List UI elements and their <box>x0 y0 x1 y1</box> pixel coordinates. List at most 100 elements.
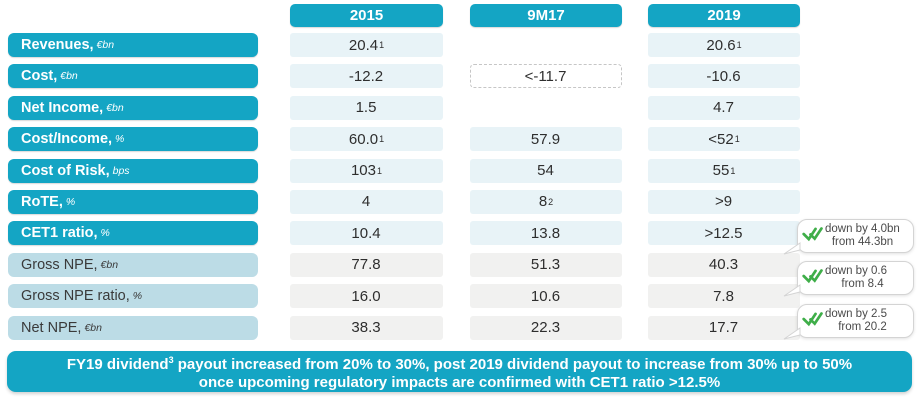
table-cell-9m17 <box>470 33 622 57</box>
table-row: Cost/Income, % 60.0 1 57.9 <52 1 <box>0 127 919 152</box>
row-label: Cost/Income, % <box>8 127 258 152</box>
metric-unit: % <box>115 133 125 146</box>
cell-value: 4 <box>361 193 371 211</box>
table-cell-2015: 103 1 <box>290 158 443 183</box>
callout-tail <box>783 284 801 297</box>
table-cell-2015: -12.2 <box>290 64 443 89</box>
table-cell-2019: 40.3 <box>648 252 800 277</box>
metric-name: Net NPE, <box>21 319 82 336</box>
cell-value: 60.0 <box>348 130 379 148</box>
cell-value: 77.8 <box>351 256 381 274</box>
row-label: Gross NPE ratio, % <box>8 284 258 309</box>
double-check-icon <box>802 227 823 242</box>
cell-value: 8 <box>538 193 548 211</box>
table-cell-2019: 55 1 <box>648 158 800 183</box>
table-row: Cost, €bn -12.2 <-11.7 -10.6 <box>0 64 919 89</box>
table-cell-2019: >12.5 <box>648 221 800 246</box>
table-cell-2015: 1.5 <box>290 95 443 120</box>
cell-value: 4.7 <box>713 99 734 117</box>
cell-value: 20.6 <box>706 36 736 54</box>
table-row: Gross NPE, €bn 77.8 51.3 40.3 <box>0 252 919 277</box>
metric-name: Gross NPE ratio, <box>21 288 130 305</box>
row-label: Cost, €bn <box>8 64 258 89</box>
row-label: CET1 ratio, % <box>8 221 258 246</box>
table-cell-9m17: <-11.7 <box>470 64 622 89</box>
metric-name: CET1 ratio, <box>21 225 98 242</box>
cell-value: -12.2 <box>348 67 384 85</box>
table-cell-2015: 16.0 <box>290 284 443 309</box>
table-cell-2019: >9 <box>648 189 800 214</box>
table-cell-2015: 20.4 1 <box>290 33 443 57</box>
callout-text-line2: from 8.4 <box>841 278 884 290</box>
cell-value: 103 <box>350 162 376 180</box>
cell-value: 38.3 <box>351 319 381 337</box>
cell-value: <-11.7 <box>524 67 567 85</box>
footnote-marker: 3 <box>168 355 174 365</box>
cell-value: 55 <box>712 162 730 180</box>
cell-value: 57.9 <box>530 130 561 148</box>
table-cell-9m17: 54 <box>470 158 622 183</box>
metric-name: Cost, <box>21 68 58 85</box>
callout-bubble: down by 0.6 from 8.4 <box>783 261 914 297</box>
callout-text-line1: down by 2.5 <box>825 308 888 320</box>
metric-name: Cost of Risk, <box>21 162 110 179</box>
table-cell-2019: 17.7 <box>648 315 800 340</box>
dividend-banner: FY19 dividend3 payout increased from 20%… <box>7 351 912 392</box>
table-cell-2019: 4.7 <box>648 95 800 120</box>
table-cell-9m17: 51.3 <box>470 252 622 277</box>
row-label: Net Income, €bn <box>8 95 258 120</box>
double-check-icon <box>802 269 823 284</box>
metric-unit: % <box>65 195 76 208</box>
table-cell-9m17: 10.6 <box>470 284 622 309</box>
table-row: Revenues, €bn 20.4 1 20.6 1 <box>0 33 919 57</box>
cell-value: 1.5 <box>355 99 377 117</box>
callout-bubble: down by 2.5 from 20.2 <box>783 304 914 340</box>
cell-value: 10.6 <box>530 287 561 305</box>
metric-name: RoTE, <box>21 193 63 210</box>
table-cell-2019: 20.6 1 <box>648 33 800 57</box>
metric-name: Gross NPE, <box>21 256 98 273</box>
row-label: Cost of Risk, bps <box>8 158 258 183</box>
table-row: Net Income, €bn 1.5 4.7 <box>0 95 919 120</box>
table-cell-2015: 60.0 1 <box>290 127 443 152</box>
table-cell-9m17: 13.8 <box>470 221 622 246</box>
callout-text-line2: from 44.3bn <box>831 236 894 248</box>
column-header-2015: 2015 <box>290 4 443 27</box>
row-label: Net NPE, €bn <box>8 315 258 340</box>
metric-unit: €bn <box>96 39 115 51</box>
banner-text: FY19 dividend3 payout increased from 20%… <box>66 355 853 391</box>
cell-value: 51.3 <box>530 256 561 274</box>
cell-value: 16.0 <box>351 287 381 305</box>
table-cell-2015: 10.4 <box>290 221 443 246</box>
callout-tail <box>783 242 801 255</box>
metric-unit: €bn <box>60 70 78 83</box>
metric-unit: €bn <box>106 101 124 114</box>
cell-value: 22.3 <box>530 319 561 337</box>
cell-value: 20.4 <box>348 36 379 54</box>
metric-name: Cost/Income, <box>21 131 113 148</box>
callout-text-line1: down by 4.0bn <box>825 223 900 235</box>
table-cell-2019: 7.8 <box>648 284 800 309</box>
row-label: Gross NPE, €bn <box>8 252 258 277</box>
cell-value: 10.4 <box>351 224 381 242</box>
metric-name: Revenues, <box>21 37 94 53</box>
metric-unit: % <box>132 290 143 303</box>
column-header-9m17: 9M17 <box>470 4 622 27</box>
table-cell-2019: -10.6 <box>648 64 800 89</box>
table-cell-2015: 4 <box>290 189 443 214</box>
metric-unit: €bn <box>84 321 102 334</box>
cell-value: 54 <box>537 162 554 180</box>
cell-value: 13.8 <box>530 224 561 242</box>
cell-value: 7.8 <box>713 287 734 305</box>
callout-tail <box>783 327 801 340</box>
callout-text-line2: from 20.2 <box>838 321 887 333</box>
callout-text-line1: down by 0.6 <box>825 265 888 277</box>
table-cell-9m17 <box>470 96 622 120</box>
row-label: RoTE, % <box>8 189 258 214</box>
table-row: Net NPE, €bn 38.3 22.3 17.7 <box>0 315 919 340</box>
cell-value: 40.3 <box>708 256 739 274</box>
double-check-icon <box>802 312 823 327</box>
cell-value: 17.7 <box>708 319 739 337</box>
